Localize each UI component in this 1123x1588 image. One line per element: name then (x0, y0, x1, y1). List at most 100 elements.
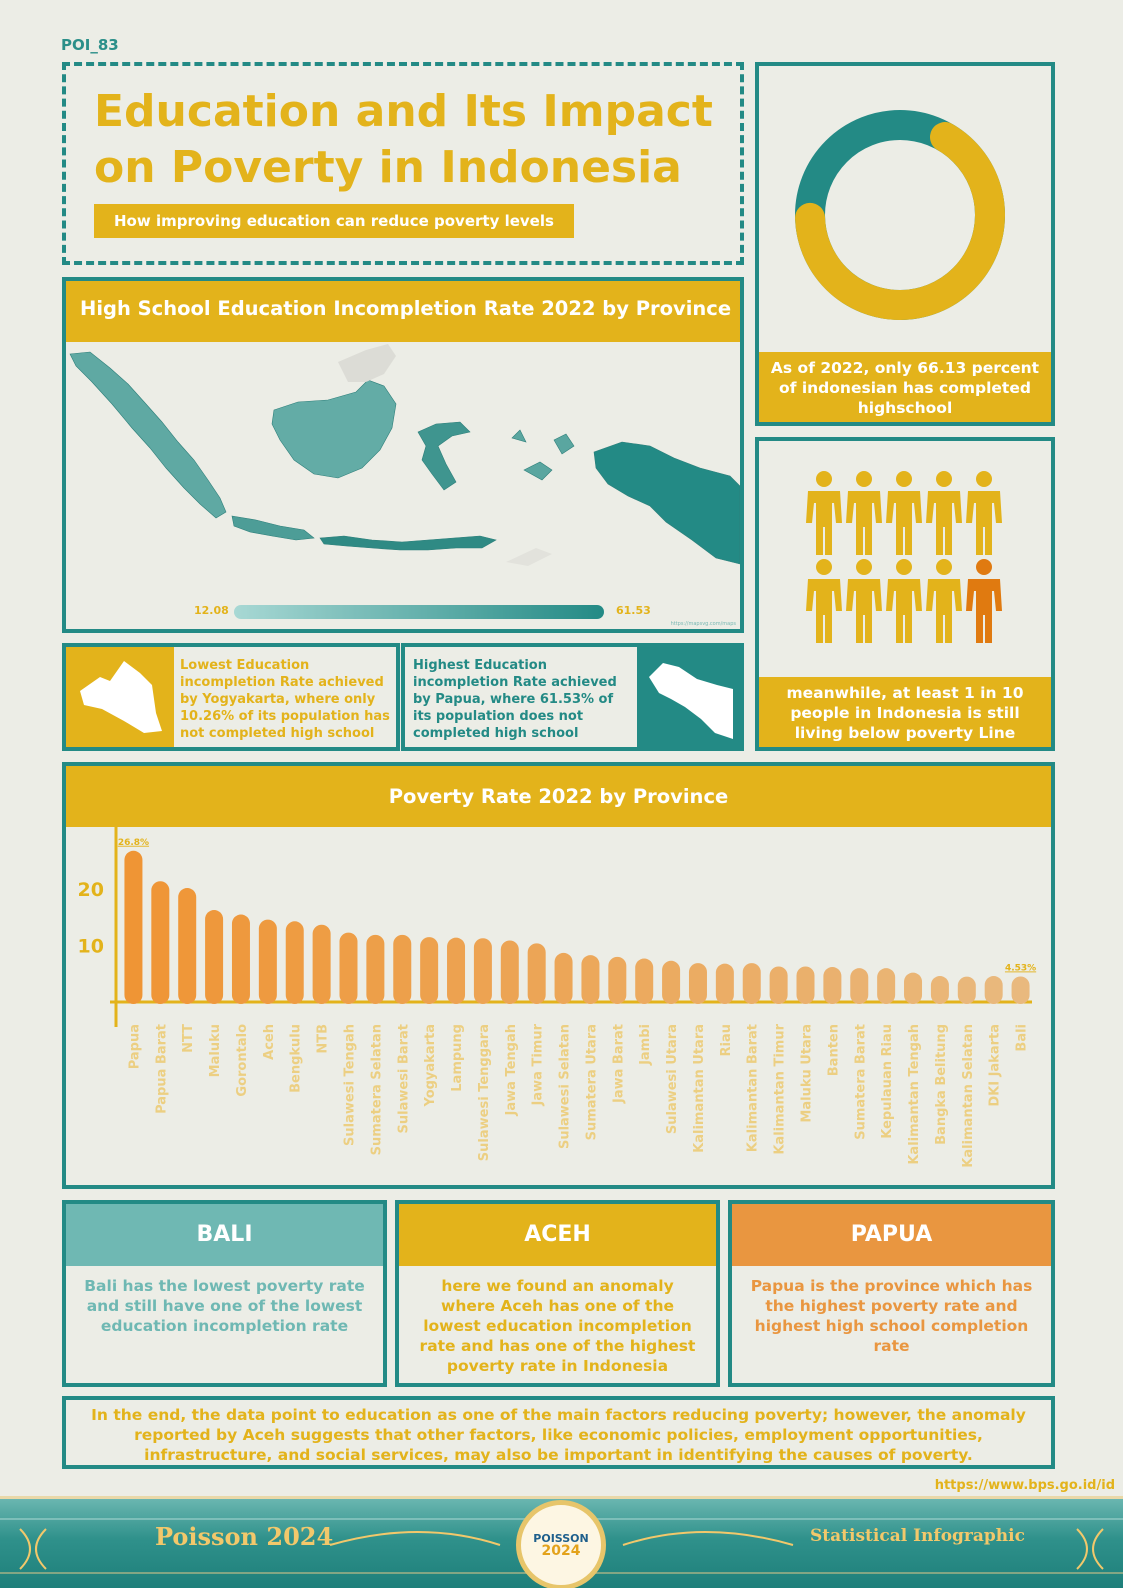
bar (527, 943, 546, 1004)
papua-card: PAPUA Papua is the province which has th… (728, 1200, 1055, 1387)
poverty-rate-panel: Poverty Rate 2022 by Province 10 20 Papua 2… (62, 762, 1055, 1189)
completion-donut-chart (795, 110, 1005, 320)
sumatra-island (69, 351, 227, 519)
bar (796, 966, 815, 1004)
bar (581, 955, 600, 1004)
bar (662, 960, 681, 1004)
x-tick-label: Papua (127, 1024, 142, 1069)
bar (178, 888, 197, 1004)
x-tick-label: Lampung (450, 1024, 465, 1092)
indonesia-map (69, 344, 740, 566)
x-tick-label: Sumatera Selatan (369, 1024, 384, 1155)
bar (850, 968, 869, 1004)
x-tick-label: NTT (181, 1024, 196, 1053)
bar (688, 963, 707, 1004)
bar (420, 937, 439, 1004)
source-link[interactable]: https://www.bps.go.id/id (934, 1478, 1115, 1493)
person-icon (886, 471, 922, 555)
x-tick-label: Jawa Timur (531, 1023, 546, 1106)
bar (500, 940, 519, 1004)
x-tick-label: Aceh (262, 1024, 277, 1060)
x-tick-label: Sumatera Barat (853, 1024, 868, 1140)
poverty-ratio-caption: meanwhile, at least 1 in 10 people in In… (759, 677, 1051, 747)
bar (904, 972, 923, 1004)
yogyakarta-shape-icon (80, 661, 162, 733)
people-pictogram (806, 471, 1002, 643)
lowest-incompletion-card: Lowest Education incompletion Rate achie… (62, 643, 400, 751)
person-icon (806, 471, 842, 555)
x-tick-label: Kalimantan Timur (773, 1023, 788, 1154)
map-title: High School Education Incompletion Rate … (66, 281, 740, 342)
x-tick-label: Sulawesi Selatan (558, 1024, 573, 1149)
nusa-tenggara-islands (319, 535, 497, 551)
papua-card-title: PAPUA (732, 1204, 1051, 1266)
x-tick-label: Sulawesi Tengah (343, 1024, 358, 1146)
papua-island (593, 441, 740, 565)
person-icon (846, 559, 882, 643)
logo-line-1: POISSON (533, 1532, 589, 1545)
x-tick-label: Kalimantan Tengah (907, 1024, 922, 1165)
person-icon (806, 559, 842, 643)
page-subtitle: How improving education can reduce pover… (94, 204, 574, 238)
maluku-islands (511, 429, 575, 481)
logo-line-2: 2024 (541, 1543, 581, 1559)
x-tick-label: Jawa Tengah (504, 1024, 519, 1116)
poverty-bar-chart: 10 20 Papua 26.8% Papua Barat NTT Maluku Goront… (78, 827, 1036, 1168)
bar (823, 967, 842, 1004)
bar (930, 976, 949, 1004)
bar (473, 938, 492, 1004)
bar (258, 919, 277, 1004)
papua-shape-icon (649, 663, 733, 739)
bar (447, 937, 466, 1004)
person-icon (886, 559, 922, 643)
bali-card-title: BALI (66, 1204, 383, 1266)
bar (635, 958, 654, 1004)
x-tick-label: Riau (719, 1024, 734, 1057)
legend-gradient-bar (234, 605, 604, 619)
y-tick-label: 20 (78, 879, 104, 901)
bar (366, 934, 385, 1004)
x-tick-label: NTB (316, 1024, 331, 1054)
poverty-people-panel: meanwhile, at least 1 in 10 people in In… (755, 437, 1055, 751)
malaysia-region (338, 344, 396, 382)
lowest-incompletion-text: Lowest Education incompletion Rate achie… (174, 647, 396, 747)
x-tick-label: Yogyakarta (423, 1024, 438, 1108)
timor-leste-region (506, 548, 552, 566)
map-source: https://mapsvg.com/maps (670, 621, 736, 627)
papua-card-text: Papua is the province which has the high… (750, 1277, 1033, 1355)
x-tick-label: Maluku Utara (800, 1024, 815, 1123)
aceh-card-text: here we found an anomaly where Aceh has … (419, 1277, 696, 1375)
bar (393, 934, 412, 1004)
data-label: 26.8% (118, 838, 149, 848)
bar (608, 956, 627, 1004)
person-icon (966, 471, 1002, 555)
bar (124, 850, 143, 1004)
person-icon (966, 559, 1002, 643)
aceh-card-title: ACEH (399, 1204, 716, 1266)
bar (285, 921, 304, 1004)
bar (769, 966, 788, 1004)
x-tick-label: Kepulauan Riau (880, 1024, 895, 1139)
title-box: Education and Its Impact on Poverty in I… (62, 62, 744, 265)
x-tick-label: Sulawesi Utara (665, 1024, 680, 1134)
x-tick-label: Gorontalo (235, 1024, 250, 1097)
x-tick-label: Bengkulu (289, 1024, 304, 1093)
legend-max-label: 61.53 (616, 604, 651, 617)
poverty-chart-title: Poverty Rate 2022 by Province (66, 766, 1051, 827)
highest-incompletion-card: Highest Education incompletion Rate achi… (401, 643, 744, 751)
sulawesi-island (417, 421, 471, 491)
bali-card-text: Bali has the lowest poverty rate and sti… (84, 1277, 365, 1335)
x-tick-label: Jambi (638, 1024, 653, 1066)
java-island (231, 515, 315, 541)
bar (742, 963, 761, 1004)
bar (312, 924, 331, 1004)
aceh-card: ACEH here we found an anomaly where Aceh… (395, 1200, 720, 1387)
x-tick-label: Papua Barat (154, 1024, 169, 1114)
bar (957, 976, 976, 1004)
x-tick-label: Sulawesi Tenggara (477, 1024, 492, 1161)
poisson-logo: POISSON 2024 (516, 1500, 606, 1588)
data-label: 4.53% (1005, 963, 1036, 973)
footer-event-name: Poisson 2024 (155, 1522, 334, 1551)
person-icon (926, 559, 962, 643)
bali-card: BALI Bali has the lowest poverty rate an… (62, 1200, 387, 1387)
